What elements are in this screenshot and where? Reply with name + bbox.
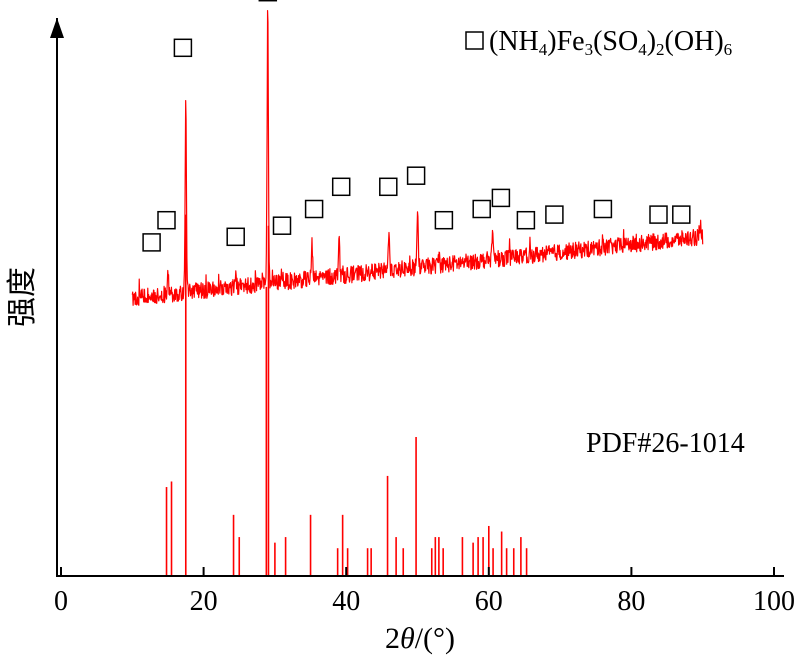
reference-card-label: PDF#26-1014: [586, 428, 745, 459]
x-tick-label: 60: [475, 586, 503, 617]
peak-marker: [157, 210, 176, 230]
peak-marker: [142, 233, 161, 252]
peak-marker: [406, 166, 426, 185]
peak-marker: [272, 216, 292, 235]
x-tick-label: 100: [753, 586, 795, 617]
y-axis-label: 强度: [6, 267, 39, 327]
peak-marker: [434, 210, 454, 230]
legend-label: (NH4)Fe3(SO4)2(OH)6: [489, 26, 732, 59]
peak-marker: [672, 205, 691, 224]
xrd-pattern-line: [131, 10, 704, 306]
x-axis-label: 2θ/(°): [385, 622, 455, 655]
peak-marker: [472, 199, 491, 219]
legend-marker: [465, 31, 484, 50]
x-axis-ticks: 0 20 40 60 80 100: [54, 567, 795, 617]
peak-marker: [226, 227, 245, 247]
legend: (NH4)Fe3(SO4)2(OH)6: [465, 26, 732, 59]
peak-marker: [379, 177, 398, 197]
peak-marker: [258, 0, 278, 2]
x-tick-label: 40: [332, 586, 360, 617]
peak-marker: [545, 205, 564, 224]
x-tick-label: 80: [617, 586, 645, 617]
peak-marker: [173, 38, 193, 58]
peak-marker: [331, 177, 351, 197]
peak-markers: [142, 0, 691, 252]
peak-marker: [491, 188, 511, 208]
peak-marker: [649, 205, 668, 224]
x-tick-label: 20: [190, 586, 218, 617]
reference-peak-pattern: [165, 214, 528, 576]
peak-marker: [304, 199, 324, 219]
x-tick-label: 0: [54, 586, 68, 617]
peak-marker: [516, 210, 536, 230]
peak-marker: [593, 199, 613, 219]
